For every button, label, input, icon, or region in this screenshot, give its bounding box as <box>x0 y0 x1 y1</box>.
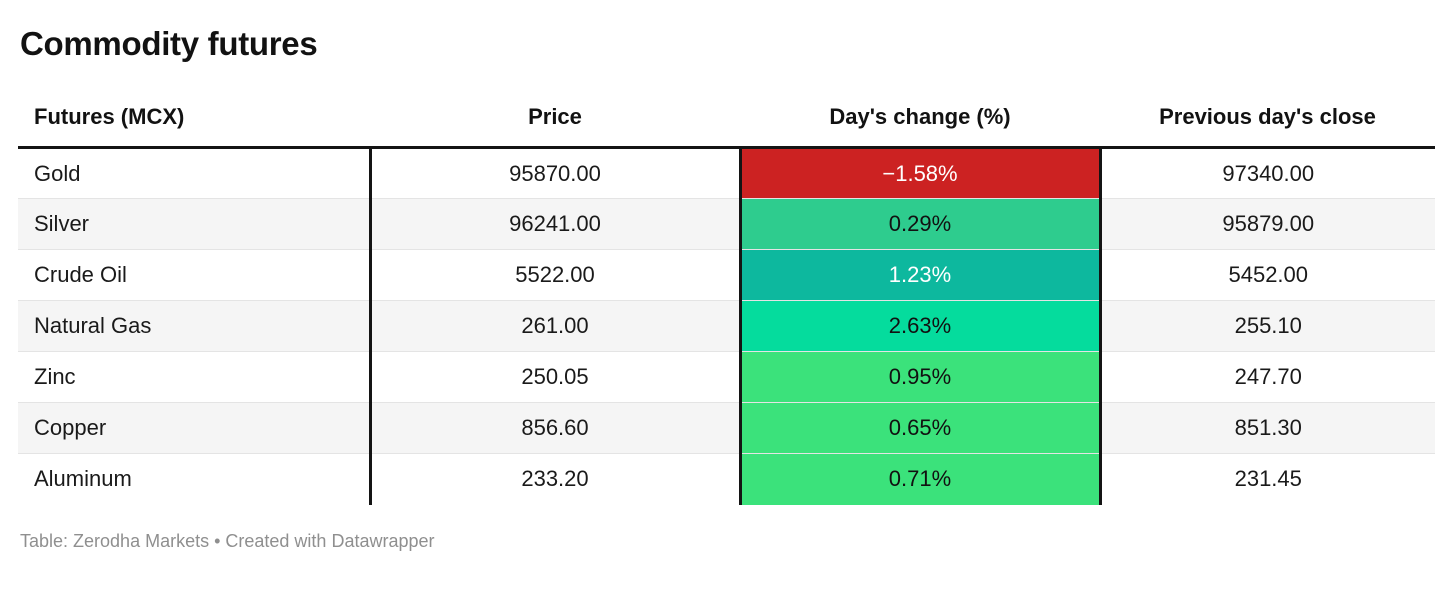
prev-close-cell: 95879.00 <box>1100 198 1435 250</box>
table-row: Aluminum 233.20 0.71% 231.45 <box>18 453 1435 505</box>
table-row: Zinc 250.05 0.95% 247.70 <box>18 351 1435 403</box>
prev-close-cell: 97340.00 <box>1222 160 1315 186</box>
days-change-cell: −1.58% <box>738 147 1102 199</box>
column-header-futures: Futures (MCX) <box>18 92 370 149</box>
days-change-cell: 0.65% <box>738 402 1102 454</box>
futures-name-cell: Gold <box>18 147 372 199</box>
price-cell: 250.05 <box>370 351 740 403</box>
days-change-cell: 0.29% <box>738 198 1102 250</box>
price-cell: 261.00 <box>370 300 740 352</box>
table-row: Silver 96241.00 0.29% 95879.00 <box>18 198 1435 250</box>
days-change-cell: 0.95% <box>738 351 1102 403</box>
table-row: Crude Oil 5522.00 1.23% 5452.00 <box>18 249 1435 301</box>
prev-close-cell: 255.10 <box>1100 300 1435 352</box>
table-footer-attribution: Table: Zerodha Markets • Created with Da… <box>20 530 435 551</box>
table-row: Copper 856.60 0.65% 851.30 <box>18 402 1435 454</box>
column-header-prev-close: Previous day's close <box>1100 92 1435 149</box>
column-header-price: Price <box>370 92 740 149</box>
commodity-futures-table: Futures (MCX) Price Day's change (%) Pre… <box>18 92 1435 505</box>
futures-name-cell: Crude Oil <box>18 249 372 301</box>
price-cell: 96241.00 <box>370 198 740 250</box>
prev-close-cell: 5452.00 <box>1100 249 1435 301</box>
prev-close-cell: 247.70 <box>1100 351 1435 403</box>
prev-close-cell: 851.30 <box>1100 402 1435 454</box>
table-row: Natural Gas 261.00 2.63% 255.10 <box>18 300 1435 352</box>
table-row: Gold 95870.00 −1.58% 97340.00 <box>18 147 1435 199</box>
page-title: Commodity futures <box>20 25 318 62</box>
table-header: Futures (MCX) Price Day's change (%) Pre… <box>18 92 1435 149</box>
futures-name-cell: Aluminum <box>18 453 372 505</box>
prev-close-cell: 231.45 <box>1100 453 1435 505</box>
table-header-row: Futures (MCX) Price Day's change (%) Pre… <box>18 92 1435 149</box>
futures-name-cell: Silver <box>18 198 372 250</box>
price-cell: 95870.00 <box>509 160 601 186</box>
price-cell: 856.60 <box>370 402 740 454</box>
column-header-change: Day's change (%) <box>740 92 1100 149</box>
price-cell: 5522.00 <box>370 249 740 301</box>
futures-name-cell: Copper <box>18 402 372 454</box>
days-change-cell: 2.63% <box>738 300 1102 352</box>
table-body: Gold 95870.00 −1.58% 97340.00 Silver 96241.00… <box>18 147 1435 505</box>
days-change-cell: 1.23% <box>738 249 1102 301</box>
futures-name-cell: Zinc <box>18 351 372 403</box>
futures-name-cell: Natural Gas <box>18 300 372 352</box>
price-cell: 233.20 <box>370 453 740 505</box>
days-change-cell: 0.71% <box>738 453 1102 505</box>
